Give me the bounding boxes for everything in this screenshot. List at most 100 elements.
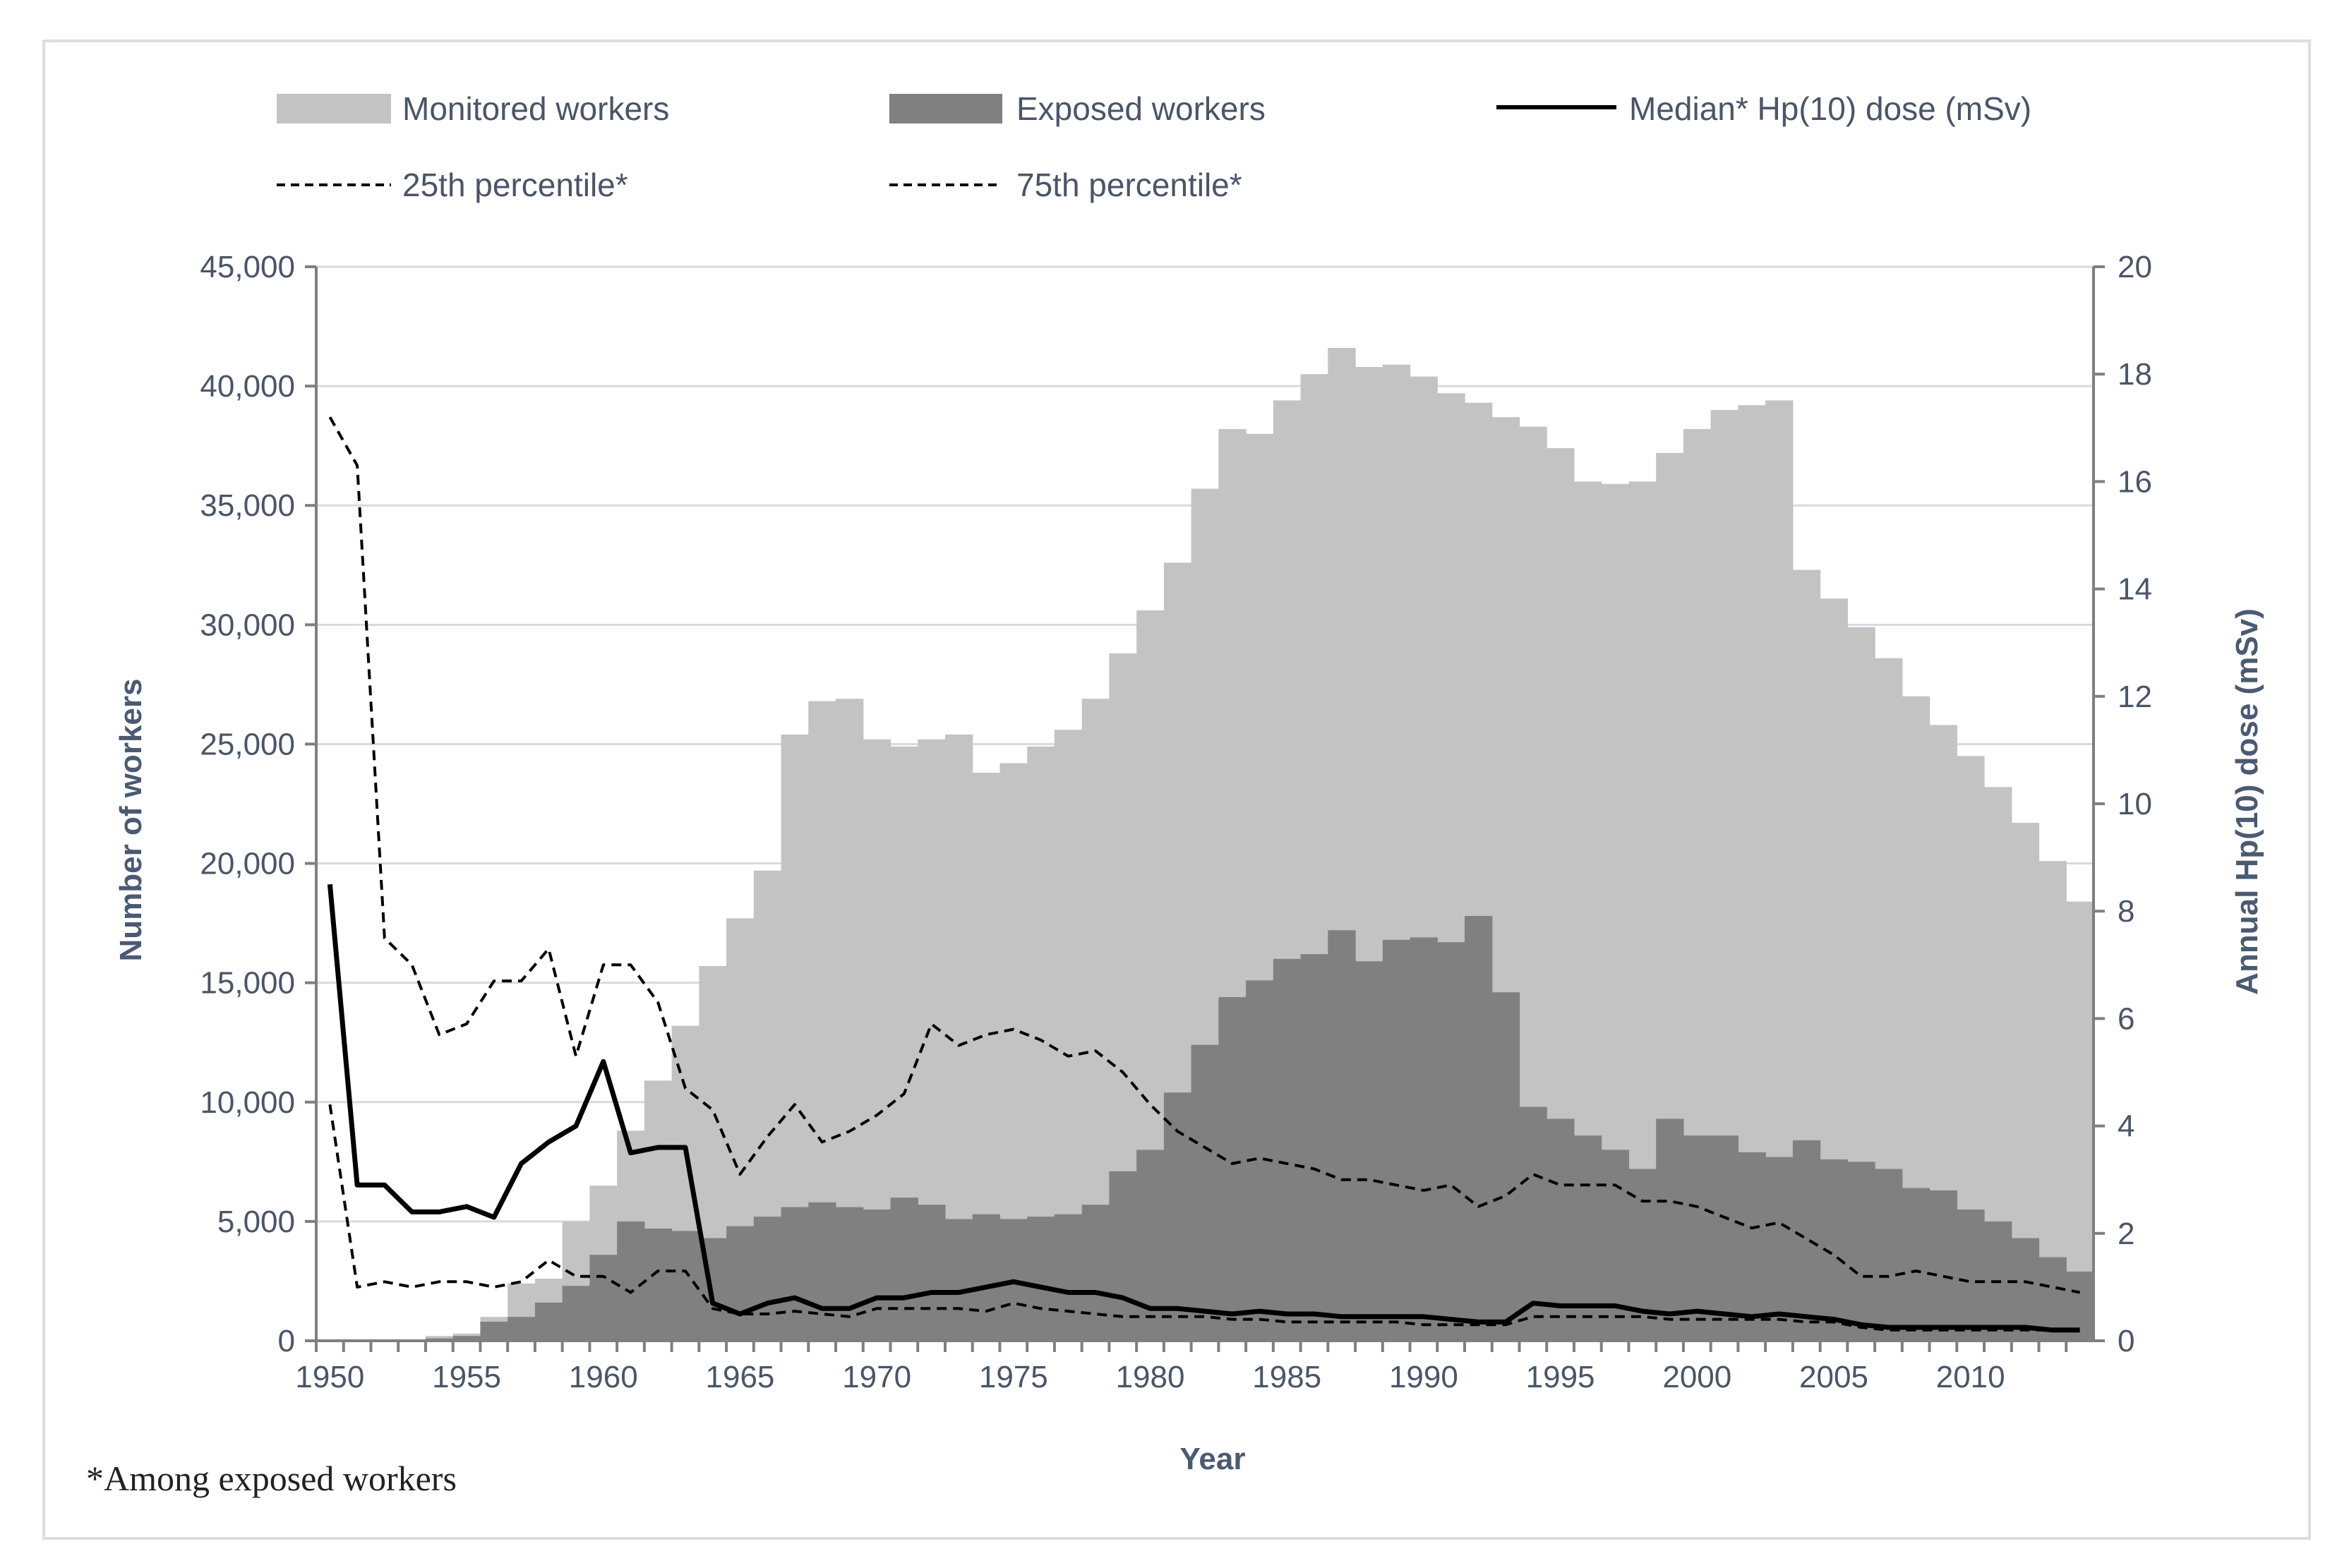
exposed-bar-1979 (1109, 1171, 1137, 1341)
exposed-bar-1982 (1191, 1044, 1219, 1341)
y2-tick-label: 14 (2118, 572, 2152, 607)
legend-label-p75: 75th percentile* (1016, 167, 1242, 203)
y-tick-label: 10,000 (200, 1085, 295, 1120)
exposed-bar-1996 (1573, 1135, 1602, 1341)
x-tick-label: 1950 (295, 1360, 364, 1394)
exposed-bar-2003 (1765, 1157, 1794, 1341)
x-tick-label: 1985 (1252, 1360, 1321, 1394)
y-tick-label: 20,000 (200, 847, 295, 881)
y2-axis-title: Annual Hp(10) dose (mSv) (2230, 608, 2264, 995)
exposed-bar-1986 (1300, 954, 1328, 1341)
exposed-bar-2007 (1875, 1169, 1903, 1341)
exposed-bar-2010 (1957, 1209, 1985, 1341)
footnote: *Among exposed workers (86, 1459, 457, 1498)
exposed-bar-2000 (1683, 1135, 1712, 1341)
exposed-bar-1985 (1273, 958, 1302, 1341)
median-dose-line (327, 883, 2080, 1333)
y-tick-label: 30,000 (200, 608, 295, 642)
y2-tick-label: 0 (2118, 1324, 2134, 1358)
dose-lines (327, 416, 2080, 1333)
y-tick-label: 15,000 (200, 966, 295, 1001)
exposed-bar-1962 (644, 1229, 673, 1341)
exposed-bar-1974 (972, 1214, 1001, 1341)
x-tick-label: 2010 (1936, 1360, 2005, 1394)
exposed-bar-2006 (1847, 1162, 1875, 1341)
x-tick-label: 1970 (842, 1360, 911, 1394)
x-tick-label: 1965 (706, 1360, 775, 1394)
y2-tick-label: 2 (2118, 1217, 2134, 1251)
x-tick-label: 1975 (979, 1360, 1048, 1394)
exposed-bar-1980 (1136, 1150, 1165, 1341)
y-tick-label: 0 (278, 1324, 295, 1358)
y-axis-title: Number of workers (114, 679, 148, 962)
chart-frame (42, 40, 2311, 1540)
exposed-bar-1969 (836, 1207, 864, 1341)
exposed-bar-2008 (1902, 1188, 1930, 1341)
x-tick-label: 1995 (1526, 1360, 1595, 1394)
y2-tick-label: 8 (2118, 894, 2134, 929)
y-tick-label: 35,000 (200, 488, 295, 523)
y-tick-label: 25,000 (200, 727, 295, 761)
p75-dose-line (328, 416, 2080, 1294)
exposed-bar-2001 (1710, 1135, 1739, 1341)
exposed-bar-1971 (890, 1198, 918, 1341)
exposed-bar-1999 (1656, 1118, 1684, 1341)
y2-tick-label: 18 (2118, 357, 2152, 392)
x-axis-title: Year (1180, 1442, 1246, 1476)
exposed-bar-2004 (1792, 1140, 1821, 1341)
exposed-bar-1965 (726, 1226, 755, 1341)
exposed-bar-1992 (1465, 915, 1493, 1341)
y2-tick-label: 16 (2118, 464, 2152, 499)
x-tick-label: 2005 (1799, 1360, 1868, 1394)
exposed-bar-1967 (781, 1207, 809, 1341)
exposed-bar-1978 (1081, 1205, 1110, 1341)
exposed-bar-1989 (1382, 939, 1411, 1341)
exposed-bar-1977 (1054, 1214, 1083, 1341)
exposed-bar-1987 (1328, 930, 1356, 1341)
exposed-bar-1973 (944, 1219, 973, 1341)
legend-label-monitored: Monitored workers (402, 90, 669, 127)
exposed-bar-1960 (589, 1255, 618, 1341)
legend-swatch-exposed (889, 94, 1002, 123)
exposed-bar-1997 (1601, 1150, 1630, 1341)
exposed-bar-2012 (2011, 1238, 2040, 1341)
exposed-bar-1959 (562, 1286, 590, 1341)
y2-tick-label: 10 (2118, 787, 2152, 821)
y-tick-label: 40,000 (200, 369, 295, 404)
legend: Monitored workers Exposed workers Median… (277, 90, 2031, 203)
exposed-bar-2002 (1738, 1152, 1766, 1341)
y2-tick-label: 12 (2118, 680, 2152, 714)
exposed-bar-1970 (863, 1209, 891, 1341)
exposed-bar-1981 (1163, 1092, 1192, 1341)
legend-label-p25: 25th percentile* (402, 167, 628, 203)
exposed-bar-1966 (753, 1217, 782, 1341)
exposed-bar-1961 (617, 1221, 645, 1341)
legend-swatch-monitored (277, 94, 391, 123)
exposed-bar-1968 (808, 1202, 836, 1341)
legend-label-exposed: Exposed workers (1016, 90, 1266, 127)
exposed-bar-1983 (1218, 996, 1247, 1341)
exposed-bar-1991 (1437, 942, 1465, 1341)
exposed-bar-1957 (508, 1317, 536, 1341)
exposed-bar-1955 (452, 1336, 481, 1341)
exposed-bar-1990 (1410, 937, 1438, 1341)
legend-label-median: Median* Hp(10) dose (mSv) (1629, 90, 2031, 127)
y-tick-label: 5,000 (217, 1205, 295, 1239)
y2-tick-label: 20 (2118, 250, 2152, 284)
x-tick-label: 1980 (1116, 1360, 1185, 1394)
exposed-bar-1993 (1491, 992, 1520, 1341)
exposed-bar-1956 (480, 1321, 508, 1341)
exposed-bar-1988 (1355, 961, 1383, 1341)
exposed-bar-1958 (534, 1302, 563, 1341)
x-tick-label: 1960 (569, 1360, 638, 1394)
y-tick-label: 45,000 (200, 250, 295, 284)
exposed-bar-1972 (918, 1205, 946, 1341)
axes: 0 5,000 10,000 15,000 20,000 25,000 30,000 35,0… (200, 250, 2152, 1394)
x-tick-label: 1990 (1389, 1360, 1458, 1394)
y2-tick-label: 4 (2118, 1109, 2134, 1144)
exposed-bar-2009 (1929, 1190, 1957, 1341)
monitored-bar-2014 (2066, 901, 2094, 1341)
y2-tick-label: 6 (2118, 1001, 2134, 1036)
exposed-bar-1976 (1027, 1217, 1055, 1341)
